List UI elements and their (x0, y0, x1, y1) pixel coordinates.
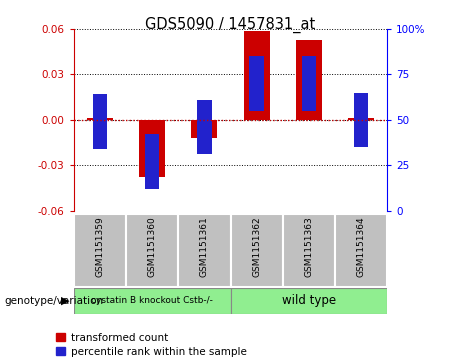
Bar (296, 40, 322, 120)
Text: ▶: ▶ (61, 296, 69, 306)
Bar (197, 100, 212, 154)
Bar (145, 134, 160, 189)
Bar (354, 93, 368, 147)
Text: GSM1151360: GSM1151360 (148, 216, 157, 277)
Bar (126, 214, 178, 287)
Bar (249, 56, 264, 111)
Bar (74, 214, 126, 287)
Bar (191, 120, 218, 138)
Bar (348, 118, 374, 120)
Bar (87, 118, 113, 120)
Bar (243, 30, 270, 120)
Text: GSM1151361: GSM1151361 (200, 216, 209, 277)
Bar (178, 214, 230, 287)
Legend: transformed count, percentile rank within the sample: transformed count, percentile rank withi… (56, 333, 246, 357)
Bar (74, 288, 230, 314)
Text: GSM1151363: GSM1151363 (304, 216, 313, 277)
Text: GDS5090 / 1457831_at: GDS5090 / 1457831_at (145, 16, 316, 33)
Bar (139, 120, 165, 177)
Text: GSM1151364: GSM1151364 (357, 216, 366, 277)
Bar (335, 214, 387, 287)
Text: GSM1151359: GSM1151359 (95, 216, 104, 277)
Bar (283, 214, 335, 287)
Bar (230, 288, 387, 314)
Text: cystatin B knockout Cstb-/-: cystatin B knockout Cstb-/- (91, 297, 213, 305)
Text: wild type: wild type (282, 294, 336, 307)
Bar (230, 214, 283, 287)
Bar (301, 56, 316, 111)
Bar (93, 94, 107, 149)
Text: GSM1151362: GSM1151362 (252, 216, 261, 277)
Text: genotype/variation: genotype/variation (5, 296, 104, 306)
